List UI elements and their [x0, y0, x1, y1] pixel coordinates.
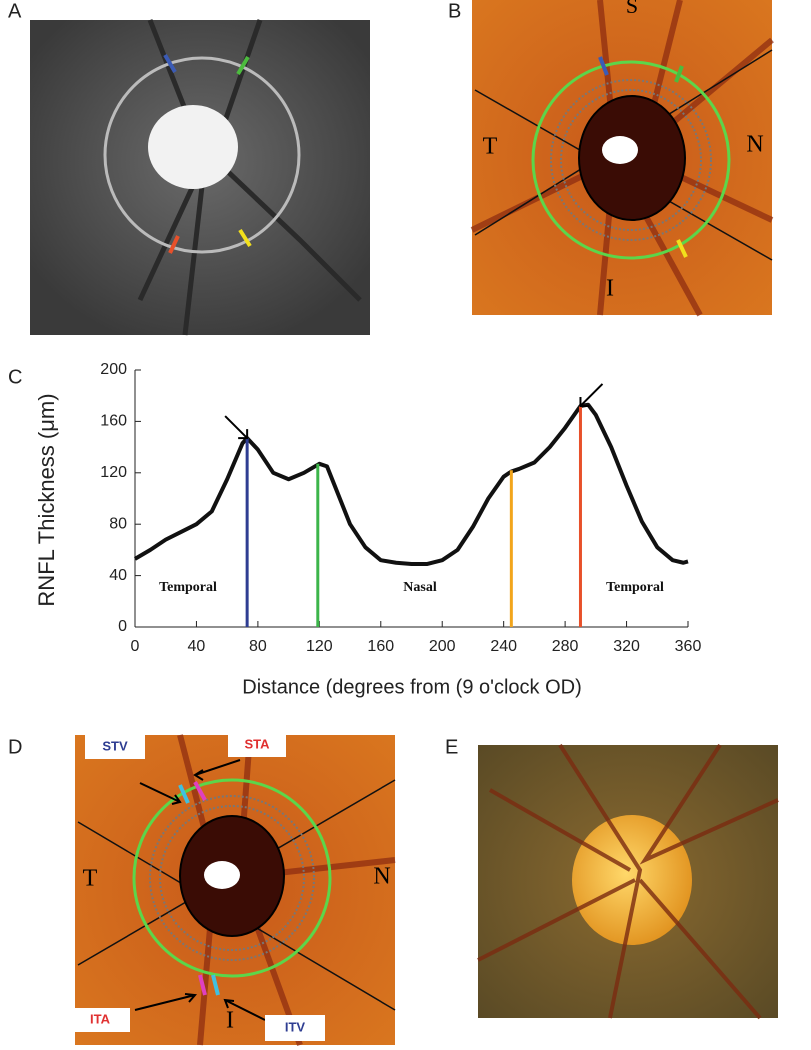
region-label: Temporal — [159, 580, 217, 595]
x-tick-label: 120 — [306, 638, 333, 655]
peak-arrow — [579, 383, 604, 407]
panel-b-label: N — [746, 132, 763, 158]
y-tick-label: 0 — [118, 618, 127, 635]
vessel-label: ITA — [90, 1011, 111, 1026]
data-line — [133, 402, 689, 567]
x-tick-label: 360 — [675, 638, 702, 655]
vessel-label: ITV — [285, 1019, 306, 1034]
panel-d-label: N — [373, 864, 390, 890]
panel-a-image — [30, 19, 370, 336]
x-tick-label: 200 — [429, 638, 456, 655]
panel-letter: A — [8, 0, 22, 22]
panel-d-image — [70, 733, 396, 1047]
panel-e-image — [477, 743, 779, 1020]
panel-d-label: I — [226, 1008, 234, 1034]
x-tick-label: 320 — [613, 638, 640, 655]
x-tick-label: 160 — [367, 638, 394, 655]
y-tick-label: 160 — [100, 413, 127, 430]
y-tick-label: 200 — [100, 361, 127, 378]
x-tick-label: 40 — [188, 638, 206, 655]
panel-b-image — [470, 0, 774, 317]
y-tick-label: 40 — [109, 567, 127, 584]
vessel-label: STV — [102, 738, 128, 753]
panel-b-label: I — [606, 276, 614, 302]
panel-b-label: S — [626, 0, 638, 18]
y-axis-label: RNFL Thickness (μm) — [34, 393, 59, 606]
panel-letter: C — [8, 366, 22, 388]
region-label: Temporal — [606, 580, 664, 595]
y-tick-label: 80 — [109, 515, 127, 532]
panel-letter: B — [448, 0, 461, 22]
panel-b-label: T — [483, 134, 498, 160]
panel-d-label: T — [83, 866, 98, 892]
y-tick-label: 120 — [100, 464, 127, 481]
x-tick-label: 280 — [552, 638, 579, 655]
x-tick-label: 80 — [249, 638, 267, 655]
x-tick-label: 240 — [490, 638, 517, 655]
region-label: Nasal — [403, 580, 437, 595]
panel-letter: D — [8, 736, 22, 758]
panel-letter: E — [445, 736, 458, 758]
peak-arrow — [224, 415, 249, 440]
x-tick-label: 0 — [131, 638, 140, 655]
vessel-label: STA — [244, 736, 270, 751]
x-axis-label: Distance (degrees from (9 o'clock OD) — [242, 676, 581, 698]
